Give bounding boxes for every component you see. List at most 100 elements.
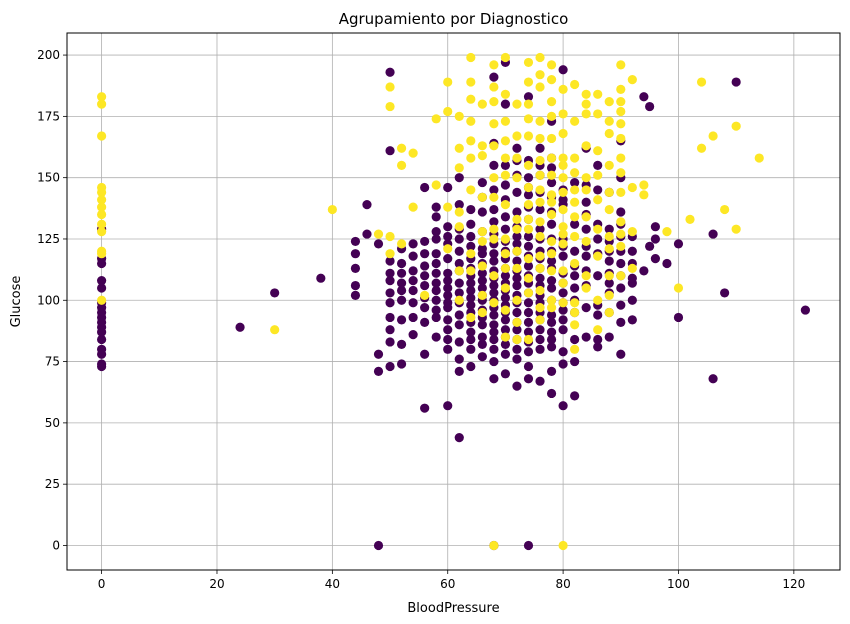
data-point-class-0 [627, 295, 637, 305]
data-point-class-1 [581, 271, 591, 281]
data-point-class-0 [500, 339, 511, 350]
data-point-class-1 [535, 82, 545, 92]
data-point-class-0 [639, 266, 649, 276]
data-point-class-0 [581, 332, 591, 342]
data-point-class-1 [581, 89, 591, 99]
data-point-class-0 [443, 290, 453, 300]
data-point-class-1 [489, 60, 499, 70]
data-point-class-1 [604, 116, 614, 126]
data-point-class-0 [408, 298, 418, 308]
data-point-class-0 [546, 366, 557, 376]
data-point-class-0 [97, 276, 107, 286]
data-point-class-1 [558, 173, 568, 183]
data-point-class-0 [489, 288, 499, 298]
data-point-class-1 [97, 195, 107, 205]
data-point-class-0 [350, 290, 361, 300]
data-point-class-0 [477, 332, 487, 342]
data-point-class-1 [696, 143, 707, 153]
data-point-class-0 [489, 72, 499, 82]
data-point-class-1 [570, 298, 580, 308]
data-point-class-1 [512, 131, 522, 141]
data-point-class-1 [581, 236, 591, 247]
data-point-class-0 [800, 305, 810, 315]
data-point-class-1 [546, 111, 557, 121]
data-point-class-1 [97, 202, 107, 212]
data-point-class-1 [558, 187, 568, 197]
data-point-class-0 [523, 92, 534, 102]
data-point-class-0 [396, 285, 407, 296]
data-point-class-1 [604, 271, 614, 281]
data-point-class-0 [431, 202, 441, 212]
data-point-class-1 [604, 307, 614, 318]
data-point-class-0 [535, 334, 545, 345]
data-point-class-0 [443, 182, 453, 193]
data-point-class-1 [581, 283, 591, 293]
data-point-class-1 [466, 94, 476, 104]
data-point-class-1 [581, 212, 591, 222]
data-point-class-1 [535, 133, 545, 144]
y-tick-label: 175 [37, 109, 60, 123]
data-point-class-1 [546, 197, 557, 207]
data-point-class-1 [616, 217, 626, 227]
data-point-class-0 [604, 278, 614, 288]
data-point-class-0 [477, 177, 487, 188]
data-point-class-1 [477, 141, 487, 151]
data-point-class-0 [523, 298, 534, 308]
y-tick-label: 25 [45, 477, 60, 491]
data-point-class-0 [512, 381, 522, 391]
data-point-class-0 [523, 261, 534, 271]
data-point-class-0 [454, 366, 464, 376]
data-point-class-0 [466, 361, 476, 372]
data-point-class-1 [477, 99, 487, 109]
data-points [97, 52, 810, 551]
data-point-class-0 [523, 307, 534, 318]
data-point-class-0 [512, 231, 522, 242]
data-point-class-0 [489, 217, 499, 227]
data-point-class-0 [489, 327, 499, 337]
data-point-class-0 [270, 288, 280, 298]
data-point-class-1 [500, 153, 511, 163]
data-point-class-1 [604, 187, 614, 197]
data-point-class-1 [500, 283, 511, 293]
data-point-class-1 [431, 180, 441, 190]
data-point-class-1 [97, 219, 107, 229]
data-point-class-0 [454, 310, 464, 320]
data-point-class-1 [604, 231, 614, 242]
data-point-class-0 [512, 143, 522, 153]
data-point-class-0 [546, 310, 557, 320]
data-point-class-1 [489, 192, 499, 202]
data-point-class-0 [581, 251, 591, 261]
data-point-class-0 [385, 298, 395, 308]
data-point-class-0 [235, 322, 245, 332]
data-point-class-1 [558, 229, 568, 239]
data-point-class-1 [708, 131, 718, 141]
data-point-class-0 [396, 315, 407, 325]
data-point-class-1 [477, 261, 487, 271]
data-point-class-1 [593, 195, 603, 205]
data-point-class-0 [477, 283, 487, 293]
data-point-class-1 [408, 202, 418, 212]
data-point-class-0 [466, 293, 476, 303]
data-point-class-0 [558, 315, 568, 325]
data-point-class-1 [512, 173, 522, 183]
data-point-class-0 [558, 195, 568, 205]
data-point-class-1 [604, 244, 614, 254]
data-point-class-1 [512, 224, 522, 234]
data-point-class-1 [523, 224, 534, 234]
data-point-class-0 [396, 278, 407, 288]
data-point-class-0 [616, 317, 626, 327]
data-point-class-0 [431, 312, 441, 323]
data-point-class-1 [535, 315, 545, 325]
data-point-class-0 [350, 263, 361, 273]
data-point-class-0 [420, 249, 430, 259]
data-point-class-0 [593, 271, 603, 281]
data-point-class-1 [604, 128, 614, 139]
data-point-class-1 [466, 116, 476, 126]
data-point-class-1 [535, 155, 545, 166]
data-point-class-0 [431, 278, 441, 288]
data-point-class-0 [489, 249, 499, 259]
data-point-class-1 [454, 207, 464, 217]
data-point-class-0 [443, 401, 453, 411]
data-point-class-1 [489, 271, 499, 281]
data-point-class-0 [535, 273, 545, 283]
